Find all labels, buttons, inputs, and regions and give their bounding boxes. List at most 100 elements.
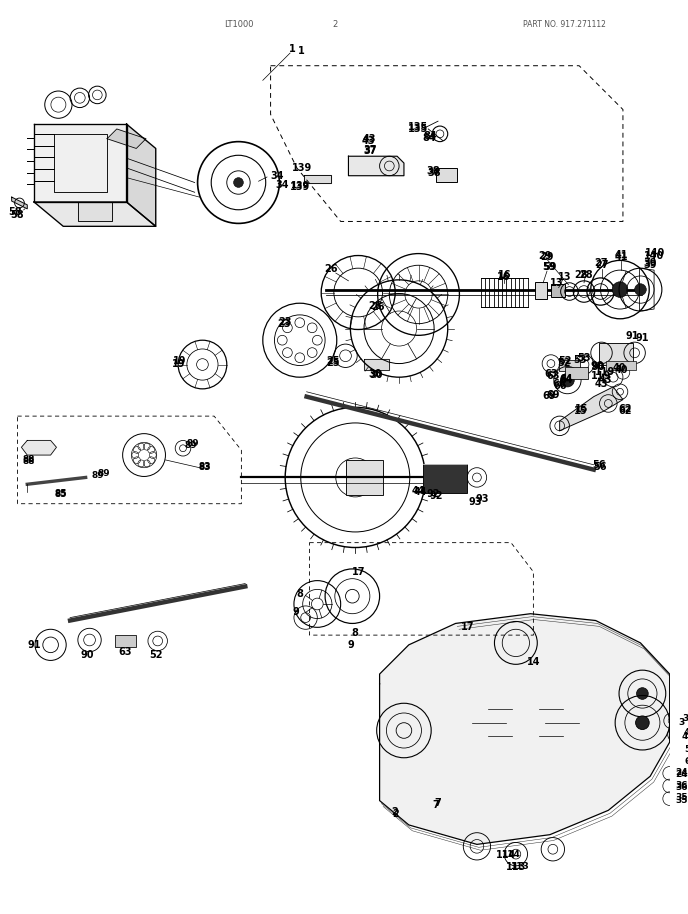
Text: 15: 15	[574, 406, 588, 416]
Text: 29: 29	[538, 250, 552, 260]
Bar	[565, 367, 588, 379]
Text: 34: 34	[275, 180, 289, 190]
Text: 41: 41	[614, 250, 627, 260]
Text: 85: 85	[54, 491, 67, 499]
Bar	[345, 460, 383, 495]
Text: 30: 30	[368, 369, 381, 379]
Text: 26: 26	[324, 264, 338, 274]
Text: 58: 58	[11, 209, 24, 219]
Text: 119: 119	[592, 371, 612, 381]
Text: 3: 3	[678, 718, 685, 728]
Text: 35: 35	[675, 796, 687, 805]
Text: 62: 62	[618, 404, 632, 414]
Text: 4: 4	[682, 732, 688, 741]
Text: 63: 63	[546, 371, 559, 381]
Text: 43: 43	[599, 375, 612, 385]
Text: 66: 66	[552, 379, 566, 389]
Text: 59: 59	[542, 262, 556, 272]
Polygon shape	[78, 202, 112, 221]
Text: 56: 56	[592, 460, 605, 470]
Text: 52: 52	[149, 650, 162, 660]
Text: 44: 44	[412, 486, 425, 496]
Text: LT1000: LT1000	[224, 20, 253, 29]
Text: 114: 114	[496, 850, 516, 860]
Text: 52: 52	[558, 356, 571, 366]
Text: 39: 39	[643, 260, 657, 271]
Text: 17: 17	[352, 567, 365, 577]
Text: 23: 23	[277, 319, 291, 329]
Text: 90: 90	[81, 650, 94, 660]
Circle shape	[636, 716, 649, 729]
Text: 53: 53	[577, 353, 591, 363]
Text: 114: 114	[501, 850, 519, 858]
Polygon shape	[364, 358, 389, 370]
Circle shape	[636, 687, 648, 699]
Text: 66: 66	[553, 381, 566, 391]
Polygon shape	[34, 202, 155, 227]
Text: 44: 44	[413, 487, 427, 497]
Text: 27: 27	[594, 260, 608, 271]
Text: 88: 88	[23, 457, 36, 466]
Text: 2: 2	[391, 807, 398, 817]
Text: 63: 63	[544, 369, 558, 379]
Text: 5: 5	[686, 740, 688, 749]
Text: 40: 40	[612, 364, 626, 374]
Text: PART NO. 917.271112: PART NO. 917.271112	[523, 20, 606, 29]
Text: 13: 13	[550, 278, 563, 288]
Text: 89: 89	[184, 441, 197, 450]
Text: 5: 5	[684, 745, 688, 753]
Text: 34: 34	[270, 171, 284, 181]
Polygon shape	[107, 129, 146, 148]
Text: 113: 113	[510, 862, 529, 871]
Polygon shape	[21, 441, 56, 455]
Text: 85: 85	[54, 490, 67, 498]
Text: 28: 28	[574, 270, 588, 280]
Text: 1: 1	[299, 46, 305, 56]
Circle shape	[612, 282, 628, 297]
Text: 36: 36	[675, 781, 687, 790]
Text: 43: 43	[363, 133, 376, 143]
Text: 27: 27	[594, 259, 608, 269]
Text: 84: 84	[423, 131, 437, 141]
Text: 89: 89	[91, 471, 104, 480]
Text: 69: 69	[546, 389, 559, 399]
Text: 25: 25	[326, 356, 340, 366]
Text: 93: 93	[475, 494, 488, 504]
Polygon shape	[348, 156, 404, 175]
Text: 91: 91	[28, 640, 41, 650]
Bar	[551, 283, 565, 297]
Text: 63: 63	[119, 647, 132, 656]
Text: 58: 58	[8, 207, 21, 217]
Text: 90: 90	[592, 363, 605, 372]
Text: 92: 92	[429, 491, 443, 501]
Text: 16: 16	[497, 270, 511, 280]
Polygon shape	[34, 124, 127, 202]
Text: 1: 1	[289, 44, 295, 54]
Text: 64: 64	[560, 374, 573, 384]
Text: 16: 16	[497, 272, 510, 282]
Text: 89: 89	[186, 439, 199, 448]
Text: 19: 19	[172, 358, 186, 368]
Text: 3: 3	[682, 715, 688, 723]
Text: 59: 59	[544, 262, 557, 272]
Text: 89: 89	[98, 469, 111, 478]
Circle shape	[561, 373, 574, 387]
Text: 69: 69	[542, 390, 556, 400]
Bar	[436, 168, 458, 182]
Text: 29: 29	[540, 252, 554, 262]
Text: 119: 119	[595, 367, 616, 377]
Text: 26: 26	[371, 303, 385, 312]
Bar	[599, 343, 633, 365]
Text: 43: 43	[594, 379, 608, 389]
Text: 140: 140	[644, 250, 664, 260]
Text: 140: 140	[645, 248, 665, 258]
Polygon shape	[380, 613, 669, 845]
Circle shape	[234, 177, 244, 187]
Bar	[423, 463, 467, 493]
Text: 139: 139	[290, 183, 310, 192]
Bar	[115, 635, 136, 647]
Text: 62: 62	[618, 406, 632, 416]
Text: 23: 23	[279, 317, 292, 326]
Text: 91: 91	[636, 334, 649, 344]
Text: 52: 52	[557, 357, 570, 367]
